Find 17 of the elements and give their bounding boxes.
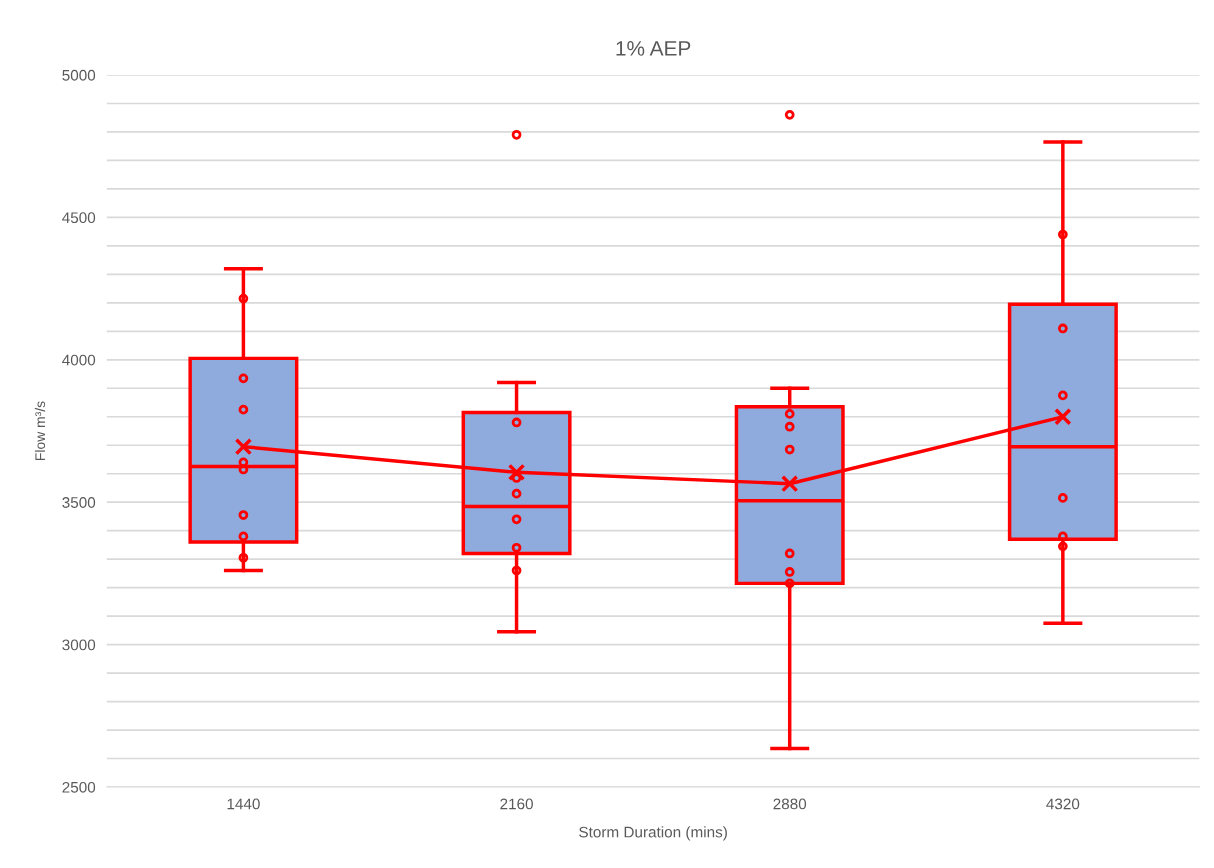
x-tick-label: 2160 xyxy=(500,798,533,810)
x-tick-label: 1440 xyxy=(227,798,260,810)
y-tick-label: 3500 xyxy=(62,497,96,508)
y-tick-label: 4500 xyxy=(62,212,96,224)
x-tick-label: 4320 xyxy=(1046,798,1080,810)
point xyxy=(1054,408,1072,426)
y-tick-label: 2500 xyxy=(62,781,96,793)
x-tick-label: 2880 xyxy=(773,798,807,810)
y-tick-label: 5000 xyxy=(62,69,96,81)
y-tick-label: 3000 xyxy=(62,639,96,651)
point xyxy=(234,437,253,456)
point xyxy=(507,463,526,481)
chart-title: 1% AEP xyxy=(616,41,691,56)
y-axis-title: Flow m³/s xyxy=(34,401,46,460)
y-tick-label: 4000 xyxy=(62,354,96,366)
x-axis-title: Storm Duration (mins) xyxy=(579,826,727,841)
point xyxy=(781,475,799,493)
